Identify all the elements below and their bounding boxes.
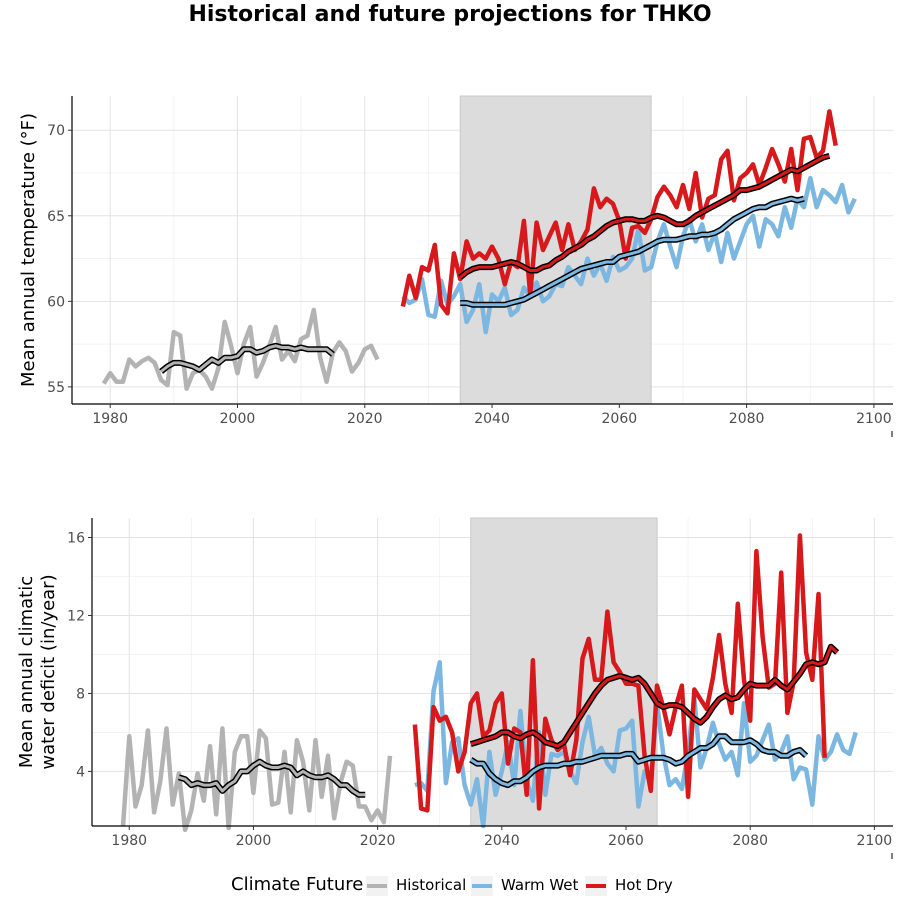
- panel-1-y-tick-label: 65: [47, 209, 65, 225]
- page-title: Historical and future projections for TH…: [188, 2, 712, 27]
- panel-2-x-tick-label: 1980: [111, 833, 147, 849]
- panel-1-y-tick-label: 60: [47, 294, 65, 310]
- panel-1-y-tick-label: 55: [47, 380, 65, 396]
- panel-1-y-tick-label: 70: [47, 123, 65, 139]
- panel-1-series-historical: [101, 307, 380, 391]
- legend-swatch-warm-wet: [472, 884, 492, 888]
- panel-1-smoothed-warm-wet: [460, 197, 805, 307]
- legend-key-historical: [366, 876, 388, 896]
- panel-2-y-axis-label: Mean annual climaticwater deficit (in/ye…: [16, 574, 59, 769]
- panel-1-x-tick-label: 2040: [474, 411, 510, 427]
- panel-1-x-tick-label: 2100: [856, 411, 892, 427]
- panel-2-smoothed-warm-wet: [470, 734, 808, 787]
- panel-2-x-tick-label: 2100: [857, 833, 893, 849]
- panel-1-y-axis-label: Mean annual temperature (°F): [18, 113, 39, 387]
- panel-2-series-historical: [120, 726, 393, 833]
- panel-1-x-tick-label: 2060: [602, 411, 638, 427]
- panel-1-x-tick-label: 2080: [729, 411, 765, 427]
- panel-2-x-tick-label: 2080: [732, 833, 768, 849]
- legend-title: Climate Future: [231, 874, 364, 895]
- panel-1-y-axis-label-line: Mean annual temperature (°F): [18, 113, 39, 387]
- panel-2-x-tick-label: 2060: [608, 833, 644, 849]
- panel-2-x-tick-label: 2020: [360, 833, 396, 849]
- panel-1-smoothed-hot-dry: [459, 154, 830, 279]
- panel-2-y-axis-label-line: Mean annual climatic: [16, 576, 37, 768]
- legend-swatch-historical: [367, 884, 387, 888]
- panel-2-y-axis-label-line: water deficit (in/year): [38, 574, 59, 769]
- legend-label-historical: Historical: [396, 876, 467, 894]
- panel-1-smoothed-historical: [160, 344, 334, 373]
- panel-2-series-warm-wet: [414, 660, 858, 829]
- panel-2-y-tick-label: 16: [67, 530, 85, 546]
- legend-label-hot-dry: Hot Dry: [615, 876, 673, 894]
- legend-label-warm-wet: Warm Wet: [501, 876, 579, 894]
- panel-2-smoothed-hot-dry: [470, 645, 839, 748]
- panel-2-y-tick-label: 4: [76, 764, 85, 780]
- panel-2-y-tick-label: 8: [76, 686, 85, 702]
- legend-swatch-hot-dry: [586, 884, 606, 888]
- panel-2-x-tick-label: 2040: [484, 833, 520, 849]
- chart: 1980 2000 2020 2040 2060 2080 2100 55 60 65 70 Mean…: [16, 95, 893, 859]
- legend-key-hot-dry: [585, 876, 607, 896]
- legend-key-warm-wet: [471, 876, 493, 896]
- legend: Climate Future Historical Warm Wet Hot D…: [0, 872, 900, 898]
- panel-1-x-tick-label: 2020: [347, 411, 383, 427]
- panel-1-x-tick-label: 1980: [92, 411, 128, 427]
- panel-2-y-tick-label: 12: [67, 608, 85, 624]
- panel-2-smoothed-historical: [178, 760, 366, 797]
- panel-1-x-tick-label: 2000: [220, 411, 256, 427]
- panel-1-series-warm-wet: [401, 175, 857, 335]
- panel-2-x-tick-label: 2000: [236, 833, 272, 849]
- panel-2-series-hot-dry: [412, 533, 827, 813]
